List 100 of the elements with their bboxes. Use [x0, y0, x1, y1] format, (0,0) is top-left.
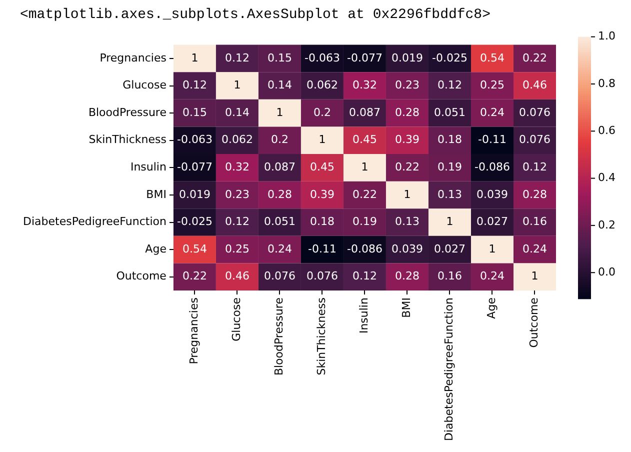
color-bar-label: 0.4: [598, 171, 616, 184]
y-tick-label: BloodPressure: [88, 106, 167, 119]
data-label: 0.13: [437, 188, 462, 201]
x-tick-label: DiabetesPedigreeFunction: [442, 298, 456, 442]
data-label: 0.087: [264, 160, 296, 174]
data-label: 0.39: [394, 133, 420, 146]
color-bar-label: 1.0: [598, 30, 616, 43]
x-tick-label: Glucose: [230, 297, 244, 342]
data-label: 0.051: [434, 106, 466, 119]
data-label: 1: [318, 133, 326, 146]
data-label: -0.063: [176, 133, 212, 146]
data-label: 0.22: [522, 51, 547, 64]
y-tick-label: Outcome: [116, 270, 167, 283]
data-label: 0.14: [224, 106, 250, 119]
y-tick-label: Glucose: [122, 78, 167, 92]
data-label: 0.12: [224, 215, 250, 228]
data-label: 0.076: [264, 270, 296, 283]
data-label: 0.14: [267, 78, 292, 92]
data-label: 0.12: [182, 78, 207, 92]
data-label: 0.12: [522, 160, 547, 174]
data-label: -0.063: [304, 51, 340, 64]
data-label: 0.019: [178, 188, 210, 201]
data-label: 0.051: [264, 215, 296, 228]
chart-title: <matplotlib.axes._subplots.AxesSubplot at 0x2296fbddfc8>: [20, 7, 490, 24]
x-tick-label: BloodPressure: [272, 297, 286, 376]
data-label: -0.025: [432, 51, 468, 64]
data-label: 0.54: [182, 242, 207, 256]
data-label: -0.077: [176, 160, 212, 174]
data-label: 1: [404, 188, 411, 201]
x-tick-label: SkinThickness: [315, 297, 328, 376]
x-tick-label: Age: [485, 297, 498, 319]
data-label: 0.28: [394, 270, 420, 283]
data-label: 0.12: [352, 270, 377, 283]
data-label: 0.32: [352, 78, 377, 92]
data-label: 0.24: [480, 270, 504, 283]
data-label: 0.12: [437, 78, 462, 92]
data-label: 1: [531, 270, 538, 283]
data-label: -0.086: [474, 160, 510, 174]
data-label: 1: [234, 78, 241, 92]
data-label: 0.45: [352, 133, 377, 146]
data-label: 0.19: [437, 160, 462, 174]
data-label: 0.15: [182, 106, 207, 119]
data-label: 0.076: [519, 106, 550, 119]
data-label: 0.027: [434, 242, 466, 256]
data-label: 0.039: [391, 242, 423, 256]
data-label: 0.25: [224, 242, 250, 256]
data-label: 0.062: [221, 133, 253, 146]
data-label: 0.28: [267, 188, 292, 201]
data-label: 0.22: [352, 188, 377, 201]
data-label: 0.54: [480, 51, 504, 64]
data-label: 0.15: [267, 51, 292, 64]
data-label: 0.24: [267, 242, 292, 256]
data-label: -0.11: [478, 133, 506, 146]
data-label: 0.039: [476, 188, 508, 201]
data-label: 1: [446, 215, 454, 228]
color-bar-label: 0.0: [598, 265, 616, 278]
data-label: 0.28: [522, 188, 547, 201]
data-label: 0.39: [310, 188, 334, 201]
data-label: 1: [488, 242, 496, 256]
y-tick-label: SkinThickness: [88, 133, 167, 146]
data-label: -0.077: [346, 51, 382, 64]
data-label: 0.18: [437, 133, 462, 146]
data-label: 0.46: [224, 270, 250, 283]
data-label: 0.46: [522, 78, 547, 92]
data-label: 0.23: [224, 188, 250, 201]
data-label: 0.16: [437, 270, 462, 283]
data-label: -0.086: [346, 242, 382, 256]
data-label: 0.22: [394, 160, 420, 174]
y-tick-label: DiabetesPedigreeFunction: [22, 215, 166, 228]
data-label: -0.11: [308, 242, 336, 256]
data-label: 0.22: [182, 270, 207, 283]
data-label: 0.24: [522, 242, 547, 256]
data-label: 0.2: [313, 106, 331, 119]
x-tick-label: Insulin: [358, 298, 371, 334]
y-tick-label: BMI: [146, 188, 166, 201]
data-label: 0.027: [476, 215, 508, 228]
data-label: 0.076: [306, 270, 338, 283]
color-bar-label: 0.8: [598, 76, 616, 90]
x-tick-label: Outcome: [528, 297, 541, 348]
data-label: 0.16: [522, 215, 547, 228]
data-label: 1: [191, 51, 198, 64]
y-tick-label: Age: [145, 242, 167, 256]
data-label: 0.076: [519, 133, 550, 146]
x-tick-label: BMI: [400, 298, 414, 318]
color-bar-label: 0.6: [598, 124, 616, 137]
data-label: 0.019: [391, 51, 423, 64]
data-label: 0.28: [394, 106, 420, 119]
data-label: 0.25: [480, 78, 504, 92]
data-label: 0.45: [310, 160, 334, 174]
data-label: 0.13: [394, 215, 420, 228]
data-label: 0.19: [352, 215, 377, 228]
data-label: -0.025: [176, 215, 212, 228]
data-label: 1: [361, 160, 368, 174]
data-label: 0.24: [480, 106, 504, 119]
data-label: 0.32: [224, 160, 250, 174]
data-label: 0.062: [306, 78, 338, 92]
data-label: 0.12: [224, 51, 250, 64]
data-label: 1: [276, 106, 284, 119]
data-label: 0.18: [310, 215, 334, 228]
color-bar-label: 0.2: [598, 218, 616, 232]
